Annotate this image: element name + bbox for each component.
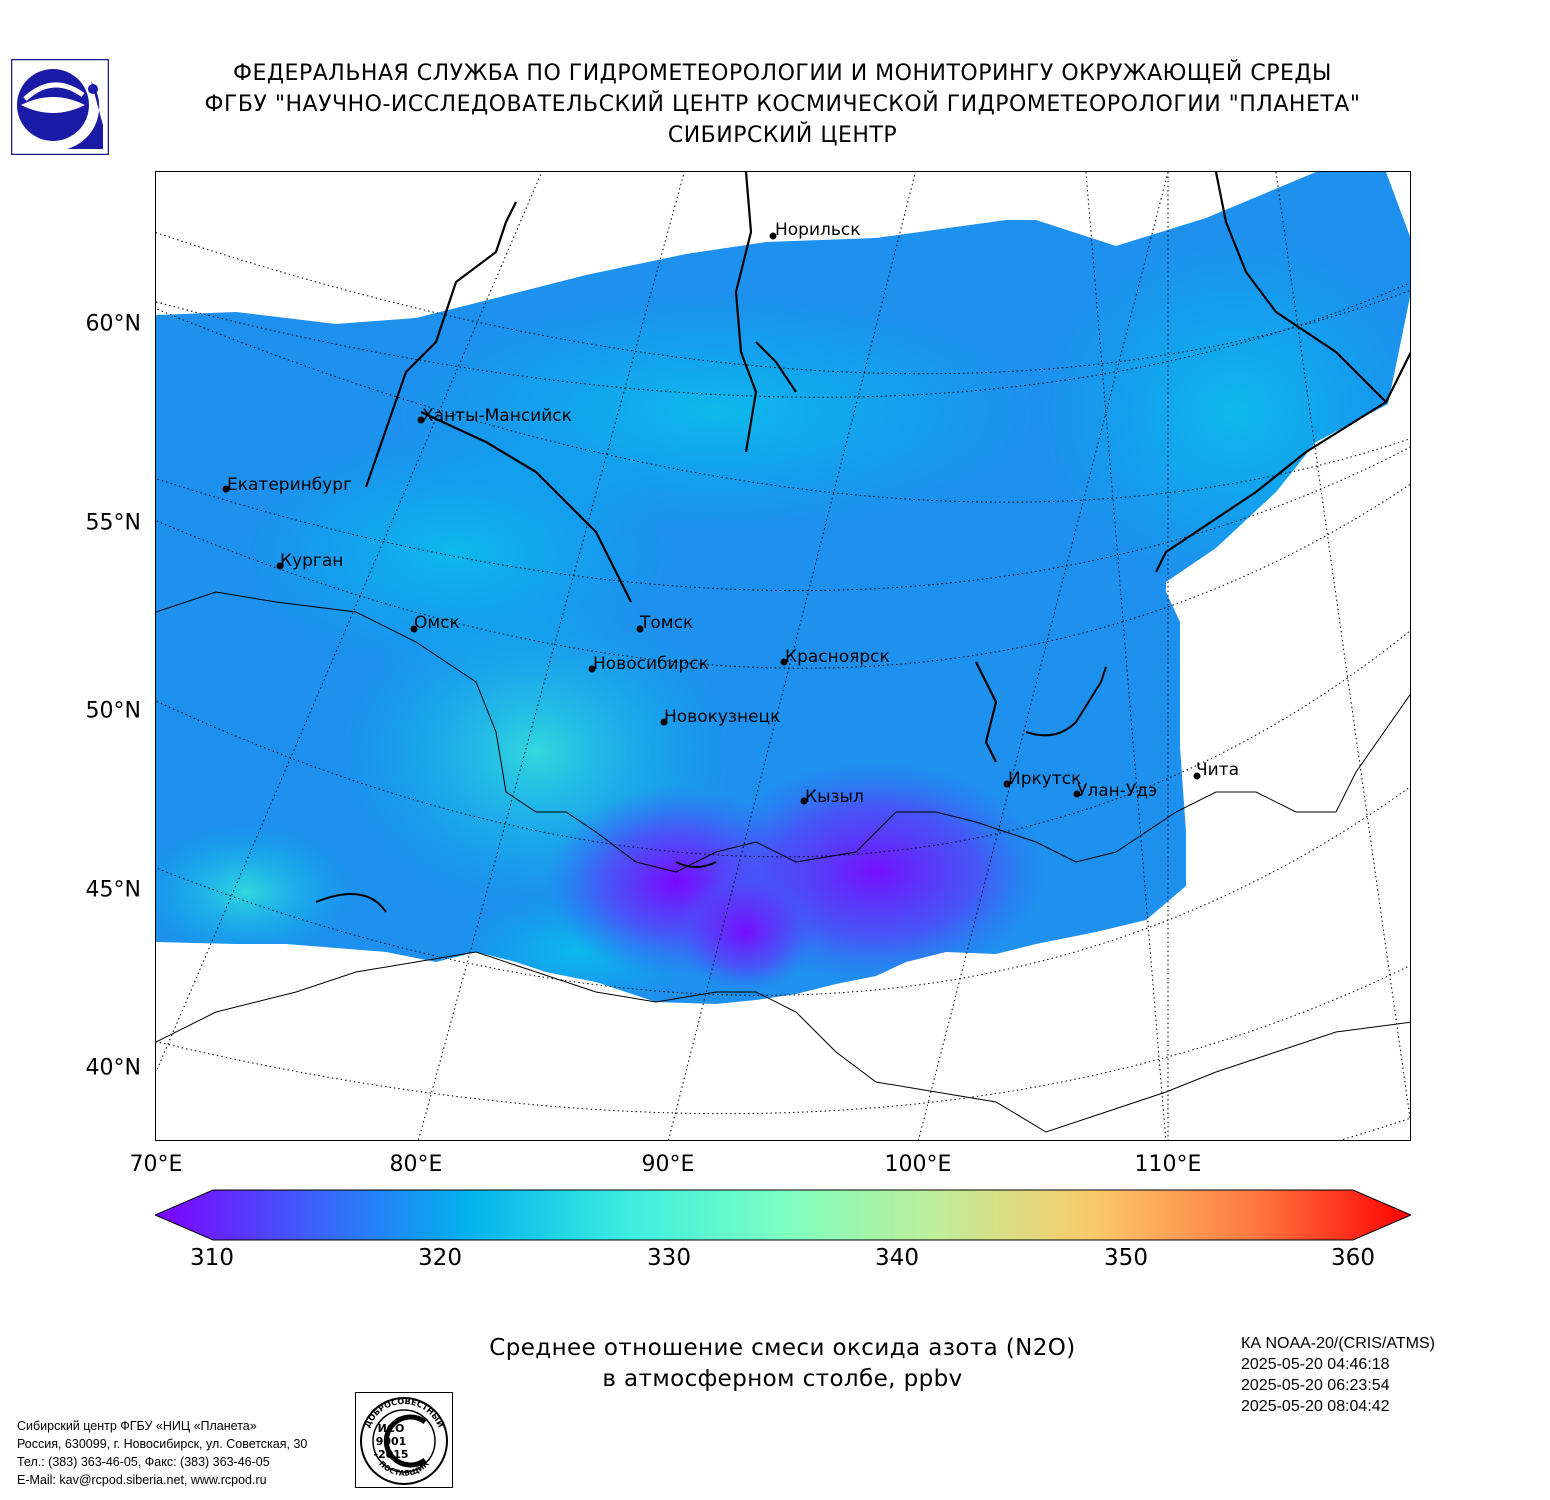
colorbar-tick-310: 310 [190,1245,234,1271]
cities: Норильск Ханты-Мансийск Екатеринбург Кур… [222,220,1239,807]
city-label-norilsk: Норильск [775,220,861,240]
footer-contacts: Сибирский центр ФГБУ «НИЦ «Планета» Росс… [17,1417,307,1489]
city-label-novosibirsk: Новосибирск [593,654,709,674]
city-label-ulan-ude: Улан-Удэ [1077,781,1157,801]
iso-text-1: ИСО [378,1422,405,1435]
lon-label-80: 80°E [389,1152,443,1177]
city-label-krasnoyarsk: Красноярск [785,647,890,667]
city-label-omsk: Омск [414,613,460,633]
lon-label-70: 70°E [129,1152,183,1177]
graticule [156,172,1410,1140]
footer-line-4: E-Mail: kav@rcpod.siberia.net, www.rcpod… [17,1473,267,1487]
city-irkutsk: Иркутск [1003,769,1081,789]
city-kurgan: Курган [276,551,343,571]
map-area: Норильск Ханты-Мансийск Екатеринбург Кур… [155,171,1411,1141]
lat-label-55: 55°N [85,510,141,536]
city-norilsk: Норильск [769,220,861,240]
iso-9001-stamp: ДОБРОСОВЕСТНЫЙ ПОСТАВЩИК ИСО 9001 -2015 [355,1392,453,1488]
borders [156,591,1410,1133]
header-line-2: ФГБУ "НАУЧНО-ИССЛЕДОВАТЕЛЬСКИЙ ЦЕНТР КОС… [204,92,1361,117]
lakes [315,666,1107,913]
city-khanty-mansiysk: Ханты-Мансийск [417,406,572,426]
iso-text-3: -2015 [373,1448,408,1461]
rivers [364,172,1410,763]
satellite-name: КА NOAA-20/(CRIS/ATMS) [1241,1335,1435,1352]
city-label-khanty-mansiysk: Ханты-Мансийск [422,406,572,426]
city-label-novokuznetsk: Новокузнецк [664,707,780,727]
colorbar-ramp [153,1189,1413,1241]
colorbar-tick-320: 320 [418,1245,462,1271]
city-label-kyzyl: Кызыл [805,787,864,807]
city-label-tomsk: Томск [639,613,693,633]
footer-line-3: Тел.: (383) 363-46-05, Факс: (383) 363-4… [17,1455,270,1469]
city-novosibirsk: Новосибирск [588,654,709,674]
colorbar-tick-330: 330 [647,1245,691,1271]
city-novokuznetsk: Новокузнецк [660,707,780,727]
city-krasnoyarsk: Красноярск [780,647,890,667]
caption-line-1: Среднее отношение смеси оксида азота (N2… [489,1335,1076,1361]
n2o-field [156,172,1410,1004]
caption-line-2: в атмосферном столбе, ppbv [602,1366,963,1392]
lat-label-45: 45°N [85,877,141,903]
lon-label-100: 100°E [884,1152,952,1177]
iso-text-2: 9001 [376,1435,407,1448]
map-caption: Среднее отношение смеси оксида азота (N2… [400,1333,1165,1395]
colorbar [153,1189,1413,1241]
colorbar-tick-340: 340 [875,1245,919,1271]
lon-label-110: 110°E [1134,1152,1202,1177]
pass-time-2: 2025-05-20 06:23:54 [1241,1377,1390,1394]
lat-label-60: 60°N [85,311,141,337]
colorbar-tick-350: 350 [1104,1245,1148,1271]
header: ФЕДЕРАЛЬНАЯ СЛУЖБА ПО ГИДРОМЕТЕОРОЛОГИИ … [120,58,1445,151]
colorbar-tick-360: 360 [1331,1245,1375,1271]
colorbar-svg [153,1189,1413,1241]
pass-time-1: 2025-05-20 04:46:18 [1241,1356,1390,1373]
map-svg: Норильск Ханты-Мансийск Екатеринбург Кур… [156,172,1410,1140]
lat-label-50: 50°N [85,698,141,724]
footer-line-1: Сибирский центр ФГБУ «НИЦ «Планета» [17,1419,257,1433]
header-line-3: СИБИРСКИЙ ЦЕНТР [667,123,898,148]
city-ulan-ude: Улан-Удэ [1073,781,1157,801]
city-label-irkutsk: Иркутск [1008,769,1081,789]
header-line-1: ФЕДЕРАЛЬНАЯ СЛУЖБА ПО ГИДРОМЕТЕОРОЛОГИИ … [233,61,1332,86]
planeta-logo [10,58,110,156]
footer-line-2: Россия, 630099, г. Новосибирск, ул. Сове… [17,1437,308,1451]
city-label-kurgan: Курган [280,551,343,571]
satellite-info: КА NOAA-20/(CRIS/ATMS) 2025-05-20 04:46:… [1241,1333,1435,1417]
city-chita: Чита [1193,760,1239,780]
city-label-chita: Чита [1196,760,1239,780]
city-label-yekaterinburg: Екатеринбург [227,475,352,495]
city-kyzyl: Кызыл [800,787,864,807]
city-omsk: Омск [410,613,460,633]
city-tomsk: Томск [636,613,693,633]
lon-label-90: 90°E [641,1152,695,1177]
lat-label-40: 40°N [85,1055,141,1081]
pass-time-3: 2025-05-20 08:04:42 [1241,1398,1390,1415]
city-yekaterinburg: Екатеринбург [222,475,352,495]
